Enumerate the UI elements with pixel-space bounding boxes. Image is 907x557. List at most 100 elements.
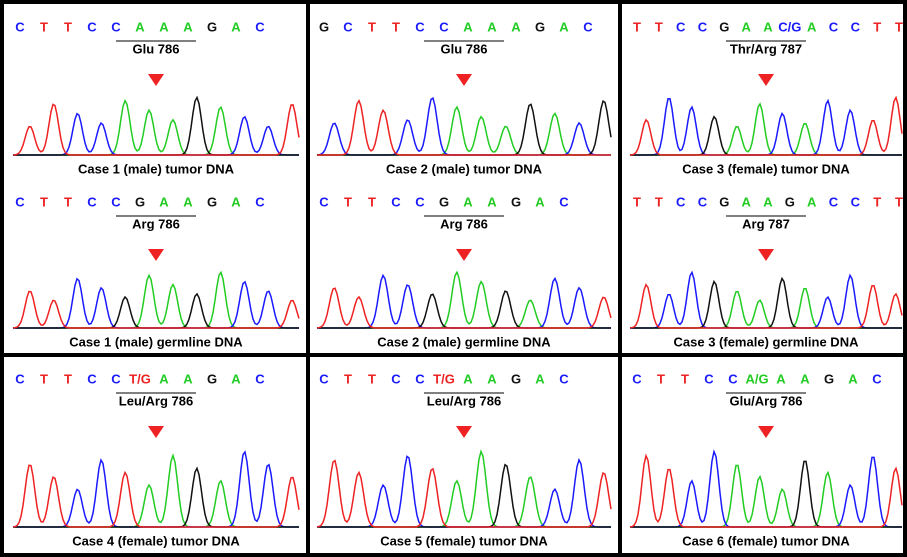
base-call: C bbox=[87, 371, 97, 386]
codon-label: Leu/Arg 786 bbox=[427, 393, 501, 408]
codon-label: Glu 786 bbox=[133, 41, 180, 56]
caption: Case 6 (female) tumor DNA bbox=[682, 533, 850, 548]
mutation-marker bbox=[148, 74, 164, 86]
trace bbox=[630, 99, 902, 155]
base-call: T bbox=[40, 19, 48, 34]
base-call: G bbox=[207, 194, 217, 209]
base-call: A bbox=[535, 371, 545, 386]
base-call: A bbox=[487, 194, 497, 209]
base-call: T bbox=[368, 19, 376, 34]
base-call: A/G bbox=[745, 371, 768, 386]
base-call: C bbox=[872, 371, 882, 386]
base-call: C bbox=[15, 19, 25, 34]
mutation-marker bbox=[456, 249, 472, 261]
base-call: A bbox=[559, 19, 569, 34]
base-call: A bbox=[741, 194, 751, 209]
base-call: C bbox=[415, 19, 425, 34]
base-call: A bbox=[807, 19, 817, 34]
mutation-marker bbox=[758, 74, 774, 86]
base-call: C bbox=[829, 19, 839, 34]
trace bbox=[630, 104, 902, 155]
base-call: C bbox=[728, 371, 738, 386]
base-call: C bbox=[559, 371, 569, 386]
base-call: A bbox=[763, 194, 773, 209]
base-call: T bbox=[344, 194, 352, 209]
mutation-marker bbox=[758, 426, 774, 438]
figure: CTTCCAAAGACGlu 786Case 1 (male) tumor DN… bbox=[0, 0, 907, 557]
trace bbox=[630, 279, 902, 329]
base-call: C bbox=[15, 194, 25, 209]
base-call: A bbox=[848, 371, 858, 386]
base-call: C bbox=[111, 194, 121, 209]
base-call: G bbox=[207, 371, 217, 386]
trace bbox=[630, 285, 902, 328]
base-call: A bbox=[535, 194, 545, 209]
base-call: A bbox=[183, 371, 193, 386]
base-call: A bbox=[231, 371, 241, 386]
base-call: A bbox=[463, 194, 473, 209]
base-call: T bbox=[40, 194, 48, 209]
base-call: A bbox=[800, 371, 810, 386]
codon-label: Arg 786 bbox=[132, 216, 180, 231]
trace bbox=[317, 465, 611, 527]
trace bbox=[317, 452, 611, 528]
mutation-marker bbox=[758, 249, 774, 261]
caption: Case 5 (female) tumor DNA bbox=[380, 533, 548, 548]
codon-label: Arg 787 bbox=[742, 216, 790, 231]
trace bbox=[630, 452, 902, 527]
trace bbox=[630, 289, 902, 328]
base-call: C bbox=[255, 19, 265, 34]
base-call: A bbox=[159, 19, 169, 34]
base-call: C bbox=[704, 371, 714, 386]
base-call: T/G bbox=[129, 371, 151, 386]
base-call: C bbox=[851, 194, 861, 209]
base-call: C bbox=[87, 19, 97, 34]
base-call: T bbox=[895, 194, 903, 209]
base-call: C bbox=[319, 194, 329, 209]
caption: Case 1 (male) tumor DNA bbox=[78, 161, 235, 176]
codon-label: Glu/Arg 786 bbox=[730, 393, 803, 408]
base-call: C bbox=[391, 371, 401, 386]
base-call: G bbox=[511, 194, 521, 209]
base-call: G bbox=[207, 19, 217, 34]
outer-border bbox=[2, 2, 905, 555]
base-call: C bbox=[632, 371, 642, 386]
base-call: T bbox=[392, 19, 400, 34]
base-call: G bbox=[511, 371, 521, 386]
base-call: C bbox=[676, 194, 686, 209]
base-call: A bbox=[183, 194, 193, 209]
caption: Case 2 (male) tumor DNA bbox=[386, 161, 543, 176]
base-call: A bbox=[159, 371, 169, 386]
base-call: C bbox=[255, 371, 265, 386]
base-call: C bbox=[111, 371, 121, 386]
trace bbox=[13, 465, 299, 527]
base-call: T/G bbox=[433, 371, 455, 386]
trace bbox=[317, 456, 611, 527]
base-call: A bbox=[159, 194, 169, 209]
base-call: T bbox=[633, 194, 641, 209]
base-call: G bbox=[719, 194, 729, 209]
base-call: A bbox=[231, 194, 241, 209]
base-call: C bbox=[851, 19, 861, 34]
base-call: T bbox=[655, 194, 663, 209]
base-call: C/G bbox=[778, 19, 801, 34]
base-call: T bbox=[873, 19, 881, 34]
trace bbox=[630, 456, 902, 527]
base-call: C bbox=[87, 194, 97, 209]
base-call: C bbox=[439, 19, 449, 34]
base-call: T bbox=[344, 371, 352, 386]
base-call: T bbox=[368, 371, 376, 386]
base-call: C bbox=[698, 194, 708, 209]
base-call: A bbox=[511, 19, 521, 34]
base-call: T bbox=[681, 371, 689, 386]
mutation-marker bbox=[148, 426, 164, 438]
mutation-marker bbox=[148, 249, 164, 261]
base-call: C bbox=[255, 194, 265, 209]
base-call: A bbox=[183, 19, 193, 34]
base-call: C bbox=[415, 194, 425, 209]
base-call: A bbox=[463, 19, 473, 34]
base-call: C bbox=[111, 19, 121, 34]
base-call: A bbox=[463, 371, 473, 386]
base-call: G bbox=[719, 19, 729, 34]
base-call: T bbox=[895, 19, 903, 34]
